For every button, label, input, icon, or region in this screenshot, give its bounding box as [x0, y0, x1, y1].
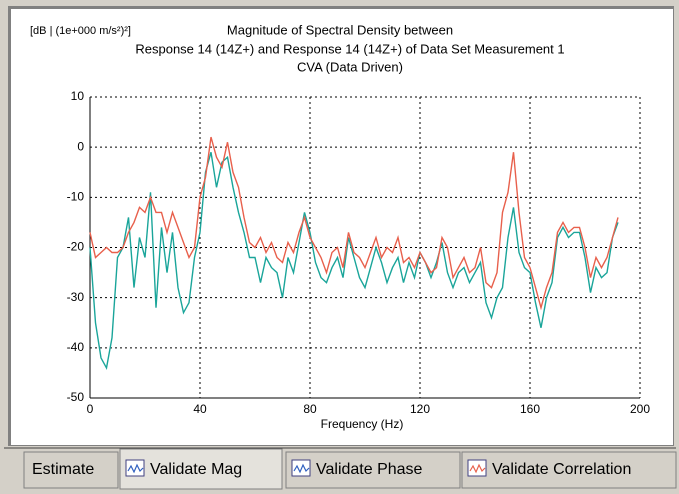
tab[interactable]: Validate Phase: [285, 451, 461, 489]
y-axis-label: [dB | (1e+000 m/s²)²]: [30, 25, 131, 37]
tab-icon[interactable]: [467, 459, 487, 477]
chart-title: Magnitude of Spectral Density between: [227, 22, 453, 37]
y-tick-label: 0: [77, 139, 84, 153]
y-tick-label: -50: [67, 390, 85, 404]
tab-icon-wave[interactable]: [293, 463, 310, 474]
tab-icon-wave[interactable]: [469, 463, 486, 474]
y-tick-label: 10: [71, 89, 85, 103]
tab-label[interactable]: Validate Correlation: [492, 461, 631, 478]
tab[interactable]: Validate Mag: [119, 448, 283, 490]
y-tick-label: -20: [67, 240, 85, 254]
x-tick-label: 120: [410, 402, 430, 416]
data-line: [89, 152, 619, 370]
tab-background[interactable]: [23, 451, 119, 489]
y-tick-label: -40: [67, 340, 85, 354]
tab[interactable]: Validate Correlation: [461, 451, 677, 489]
tab-background[interactable]: [285, 451, 461, 489]
x-tick-label: 160: [520, 402, 540, 416]
chart-title: Response 14 (14Z+) and Response 14 (14Z+…: [135, 41, 564, 56]
x-axis-label: Frequency (Hz): [321, 417, 404, 431]
chart-title: CVA (Data Driven): [297, 59, 403, 74]
tab-icon-wave[interactable]: [127, 463, 144, 474]
tab-label[interactable]: Estimate: [32, 461, 94, 478]
data-line: [89, 136, 619, 311]
y-tick-label: -10: [67, 190, 85, 204]
y-tick-label: -30: [67, 290, 85, 304]
tab-background[interactable]: [119, 448, 283, 490]
x-tick-label: 40: [193, 402, 207, 416]
tab-label[interactable]: Validate Phase: [316, 461, 423, 478]
x-tick-label: 200: [630, 402, 650, 416]
tab-background[interactable]: [461, 451, 677, 489]
tab[interactable]: Estimate: [23, 451, 119, 489]
tab-icon[interactable]: [125, 459, 145, 477]
tab-label[interactable]: Validate Mag: [150, 461, 242, 478]
x-tick-label: 0: [87, 402, 94, 416]
x-tick-label: 80: [303, 402, 317, 416]
tab-icon[interactable]: [291, 459, 311, 477]
